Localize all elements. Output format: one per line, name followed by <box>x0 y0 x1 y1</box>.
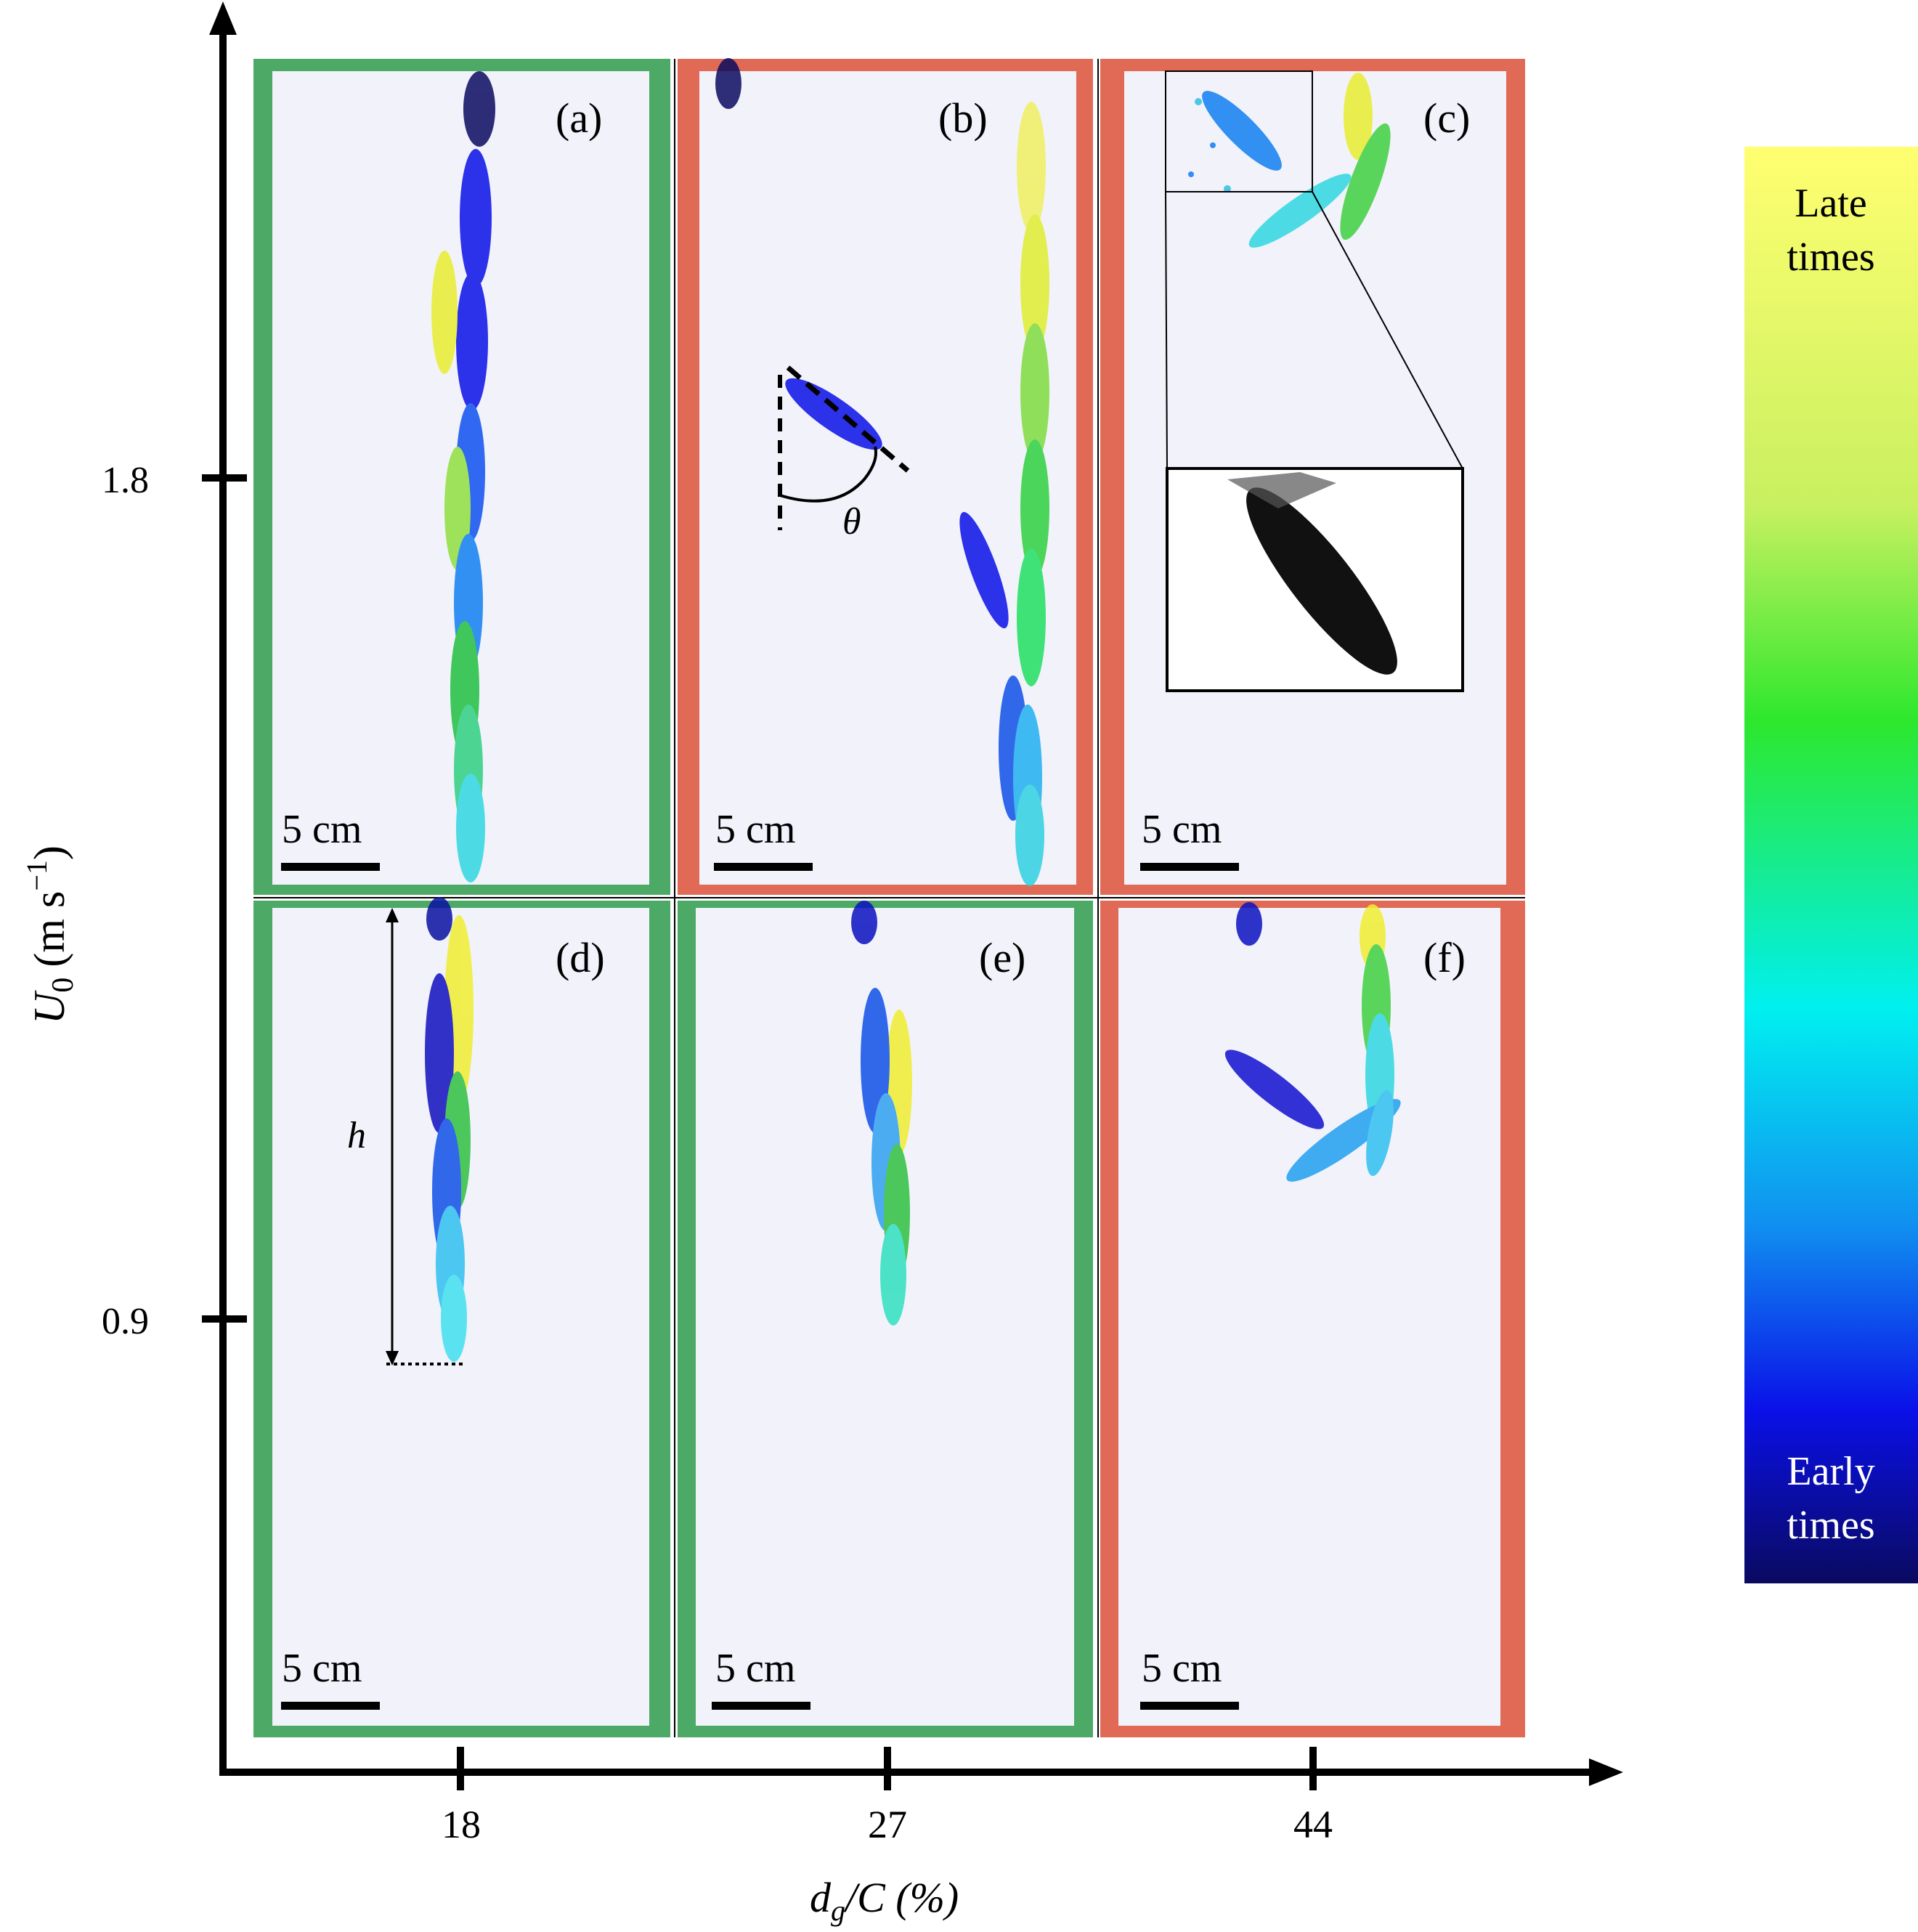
zoom-line <box>1312 191 1463 469</box>
scale-bar-label: 5 cm <box>715 807 795 852</box>
scale-bar <box>281 863 380 871</box>
x-tick-label: 18 <box>442 1803 481 1846</box>
panel-label-d: (d) <box>556 934 605 981</box>
y-axis-title: U0(m s−1) <box>20 845 80 1024</box>
panel-label-f: (f) <box>1423 934 1466 981</box>
panel-d-droplets <box>425 897 474 1362</box>
x-tick-label: 44 <box>1293 1803 1333 1846</box>
h-arrow-bottom <box>386 1351 399 1365</box>
y-tick <box>202 1315 247 1323</box>
panel-f-droplets <box>1224 902 1401 1182</box>
theta-label: θ <box>842 501 861 543</box>
y-tick-label: 1.8 <box>102 460 149 501</box>
colorbar: Late times Early times <box>1744 147 1918 1583</box>
colorbar-top-label: times <box>1787 235 1874 280</box>
panel-c-droplets <box>1188 73 1391 248</box>
y-axis: 1.8 0.9 U0(m s−1) <box>20 1 247 1776</box>
zoom-line <box>1165 191 1168 469</box>
scale-bar <box>712 1702 810 1710</box>
panel-f-image <box>1118 908 1500 1726</box>
panel-labels: (a) (b) (c) (d) (e) (f) <box>556 94 1470 981</box>
scale-bar <box>1140 1702 1239 1710</box>
scale-bar <box>714 863 813 871</box>
x-axis-arrowhead <box>1589 1758 1623 1786</box>
panel-e-droplets <box>851 901 912 1326</box>
colorbar-bottom-label: times <box>1787 1503 1874 1548</box>
x-axis: 18 27 44 dg/C (%) <box>219 1747 1623 1927</box>
scale-bar-label: 5 cm <box>282 1646 362 1691</box>
panel-label-e: (e) <box>979 934 1025 981</box>
x-tick <box>457 1747 464 1790</box>
h-arrow-top <box>386 908 399 922</box>
orientation-line <box>786 365 910 473</box>
theta-annotation: θ <box>778 365 910 543</box>
scale-bar-label: 5 cm <box>1142 1646 1222 1691</box>
y-tick-label: 0.9 <box>102 1301 149 1342</box>
panel-b-droplets <box>715 58 1049 886</box>
x-tick <box>884 1747 891 1790</box>
panel-c-inset <box>1165 70 1464 692</box>
y-axis-arrowhead <box>209 1 237 35</box>
inset-wake <box>1227 472 1336 508</box>
x-axis-title: dg/C (%) <box>810 1874 959 1927</box>
scale-bar-label: 5 cm <box>715 1646 795 1691</box>
inset-droplet <box>1246 487 1397 675</box>
scale-bar-label: 5 cm <box>282 807 362 852</box>
h-annotation: h <box>347 908 465 1365</box>
scale-bars: 5 cm 5 cm 5 cm 5 cm 5 cm 5 cm <box>281 807 1239 1710</box>
y-tick <box>202 474 247 482</box>
panel-label-b: (b) <box>938 94 988 142</box>
panel-a-droplets <box>431 71 495 882</box>
zoom-box <box>1165 70 1313 192</box>
scale-bar <box>281 1702 380 1710</box>
scale-bar <box>1140 863 1239 871</box>
h-label: h <box>347 1115 366 1156</box>
colorbar-gradient <box>1744 147 1918 1583</box>
panel-label-a: (a) <box>556 94 602 142</box>
x-tick <box>1309 1747 1317 1790</box>
colorbar-bottom-label: Early <box>1787 1449 1874 1494</box>
x-tick-label: 27 <box>868 1803 907 1846</box>
panel-label-c: (c) <box>1423 94 1470 142</box>
colorbar-top-label: Late <box>1795 181 1866 226</box>
theta-arc <box>779 446 877 503</box>
scale-bar-label: 5 cm <box>1142 807 1222 852</box>
